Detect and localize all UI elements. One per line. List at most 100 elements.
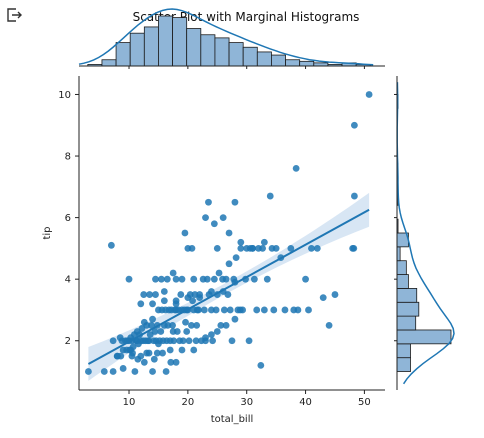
data-point [220,306,228,314]
data-point [294,306,302,314]
data-point [178,346,186,354]
data-point [149,368,156,375]
data-point [237,244,245,252]
data-point [153,349,161,357]
data-point [226,306,234,314]
data-point [202,334,209,342]
y-tick-label: 8 [65,152,71,163]
data-point [239,306,246,314]
data-point [272,244,280,252]
data-point [351,192,358,200]
data-point [129,343,137,351]
data-point [177,291,185,298]
y-tick-label: 10 [58,90,71,101]
x-tick-label: 50 [358,397,371,408]
right-hist-bar [396,288,418,303]
data-point [287,244,295,252]
top-hist-bar [228,42,244,67]
data-point [210,275,218,283]
top-hist-bar [101,59,117,67]
data-point [169,328,177,335]
y-axis-label: tip [42,226,53,239]
data-point [260,238,268,246]
right-hist-bar [396,301,420,317]
data-point [119,365,127,372]
data-point [281,306,289,314]
top-hist-bar [129,32,145,67]
x-tick-label: 40 [299,397,312,408]
data-point [208,288,215,295]
data-point [313,244,321,252]
x-tick-label: 10 [123,397,136,408]
data-point [160,297,168,305]
data-point [200,306,208,314]
data-point [159,349,166,357]
x-tick-label: 30 [240,397,253,408]
data-point [164,321,172,329]
data-point [203,275,211,283]
data-point [149,315,156,323]
top-hist-bar [200,34,216,67]
data-point [100,368,108,375]
top-hist-bar [299,60,315,67]
data-point [305,306,312,314]
top-hist-bar [115,42,131,67]
data-point [172,358,180,366]
data-point [131,368,139,375]
data-point [205,198,212,206]
data-point [128,352,136,360]
data-point [143,321,151,329]
right-hist-bar [396,274,409,289]
data-point [263,275,271,283]
data-point [160,288,168,295]
data-point [170,337,178,345]
data-point [196,294,204,302]
data-point [152,291,159,298]
data-point [167,358,175,366]
data-point [250,275,258,283]
regression-line [87,208,370,365]
data-point [292,164,300,172]
data-point [232,254,240,262]
data-point [249,244,256,252]
data-point [137,300,145,308]
top-hist-bar [172,17,188,67]
data-point [149,300,156,308]
data-point [172,300,180,308]
data-point [145,337,153,345]
data-point [147,321,155,329]
data-point [257,361,265,369]
data-point [107,241,115,249]
data-point [162,368,170,375]
data-point [155,340,162,348]
top-hist-bar [214,37,230,67]
data-point [185,337,193,345]
data-point [215,269,223,277]
data-point [166,346,174,354]
export-icon[interactable] [5,6,23,24]
data-point [184,244,192,252]
data-point [225,229,233,237]
data-point [302,275,309,283]
data-point [270,306,278,314]
data-point [187,321,195,329]
data-point [169,321,176,329]
x-axis-label: total_bill [211,414,254,425]
data-point [169,269,177,277]
y-tick-label: 4 [65,275,71,286]
data-point [193,321,201,329]
x-tick-label: 20 [181,397,194,408]
data-point [365,91,373,98]
data-point [143,349,151,357]
data-point [349,244,357,252]
data-point [184,294,192,302]
data-point [125,275,133,283]
data-point [140,291,148,298]
data-point [245,337,253,345]
data-point [209,337,216,345]
data-point [157,275,165,283]
data-point [152,275,159,283]
data-point [119,346,127,354]
right-hist-bar [396,329,452,345]
